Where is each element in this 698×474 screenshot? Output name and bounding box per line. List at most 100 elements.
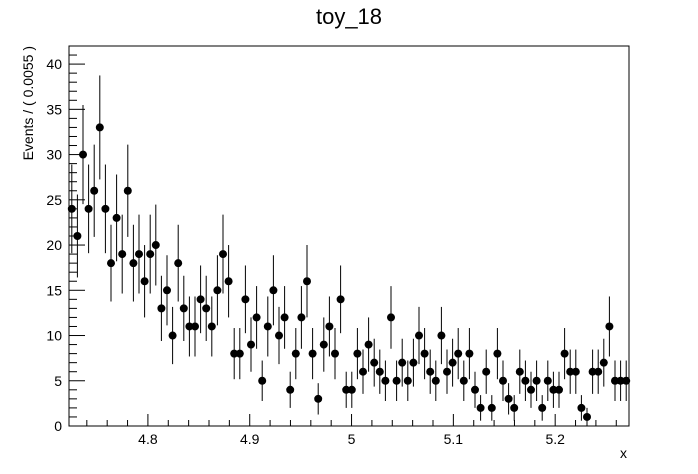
data-marker — [291, 349, 300, 358]
data-point — [319, 317, 328, 372]
data-marker — [230, 349, 239, 358]
data-point — [471, 371, 479, 408]
data-point — [95, 75, 104, 180]
data-marker — [269, 286, 278, 295]
data-point — [168, 306, 177, 365]
data-marker — [577, 403, 586, 412]
data-point — [616, 360, 625, 401]
data-point — [207, 296, 216, 357]
data-point — [543, 360, 552, 401]
data-point — [112, 174, 121, 262]
data-point — [347, 371, 356, 408]
data-marker — [588, 367, 597, 376]
data-point — [342, 371, 351, 408]
data-marker — [319, 340, 328, 349]
data-point — [527, 371, 535, 408]
data-marker — [191, 322, 199, 331]
data-point — [157, 275, 166, 342]
data-marker — [325, 322, 334, 331]
data-marker — [179, 304, 188, 313]
data-point — [443, 349, 451, 394]
y-tick-label: 35 — [46, 101, 62, 117]
data-point — [560, 328, 569, 380]
data-point — [392, 360, 401, 401]
data-marker — [331, 349, 339, 358]
data-marker — [247, 340, 255, 349]
data-marker — [459, 376, 468, 385]
data-point — [308, 328, 317, 380]
data-marker — [437, 331, 446, 340]
y-tick-label: 25 — [46, 192, 62, 208]
data-point — [521, 360, 530, 401]
data-marker — [185, 322, 194, 331]
data-marker — [476, 403, 485, 412]
data-marker — [140, 277, 149, 286]
data-marker — [275, 331, 283, 340]
data-point — [415, 306, 423, 365]
data-point — [258, 360, 267, 401]
data-point — [571, 349, 580, 394]
data-point — [286, 371, 295, 408]
y-tick-label: 0 — [54, 418, 62, 434]
data-marker — [73, 232, 82, 240]
data-marker — [454, 349, 463, 358]
data-marker — [375, 367, 384, 376]
data-point — [291, 328, 300, 380]
data-marker — [129, 259, 138, 268]
data-marker — [168, 331, 177, 340]
data-marker — [118, 250, 127, 259]
data-point — [213, 255, 222, 326]
data-marker — [90, 186, 99, 195]
data-marker — [487, 403, 496, 412]
data-marker — [409, 358, 418, 367]
data-point — [151, 204, 160, 286]
x-tick-label: 4.8 — [138, 431, 158, 447]
data-point — [431, 360, 440, 401]
data-marker — [392, 376, 401, 385]
data-point — [504, 383, 513, 415]
data-marker — [538, 403, 547, 412]
data-point — [364, 317, 373, 372]
chart-title: toy_18 — [316, 4, 382, 29]
data-point — [179, 275, 188, 342]
data-point — [577, 395, 586, 421]
data-marker — [280, 313, 289, 322]
data-point — [510, 395, 519, 421]
data-marker — [370, 358, 379, 367]
data-point — [420, 328, 429, 380]
data-point — [163, 255, 171, 326]
data-point — [353, 328, 362, 380]
x-tick-label: 5.1 — [444, 431, 464, 447]
y-tick-label: 30 — [46, 147, 62, 163]
data-marker — [560, 349, 569, 358]
data-point — [269, 255, 278, 326]
data-point — [409, 338, 418, 387]
data-marker — [387, 313, 395, 322]
y-tick-label: 40 — [46, 56, 62, 72]
data-marker — [241, 295, 250, 304]
data-point — [459, 360, 468, 401]
data-marker — [163, 286, 171, 295]
data-point — [588, 349, 597, 394]
data-point — [476, 395, 485, 421]
data-marker — [549, 385, 558, 394]
data-point — [129, 224, 138, 302]
data-marker — [157, 304, 166, 313]
data-point — [583, 407, 591, 426]
data-point — [191, 296, 199, 357]
data-marker — [521, 376, 530, 385]
data-point — [454, 328, 463, 380]
data-point — [594, 349, 603, 394]
data-marker — [443, 367, 451, 376]
data-marker — [504, 394, 513, 403]
data-marker — [151, 241, 160, 250]
data-marker — [342, 385, 351, 394]
data-marker — [431, 376, 440, 385]
data-point — [252, 286, 261, 349]
data-point — [84, 164, 93, 254]
data-marker — [448, 358, 457, 367]
data-marker — [101, 204, 110, 213]
data-marker — [471, 385, 479, 394]
data-point — [325, 296, 334, 357]
